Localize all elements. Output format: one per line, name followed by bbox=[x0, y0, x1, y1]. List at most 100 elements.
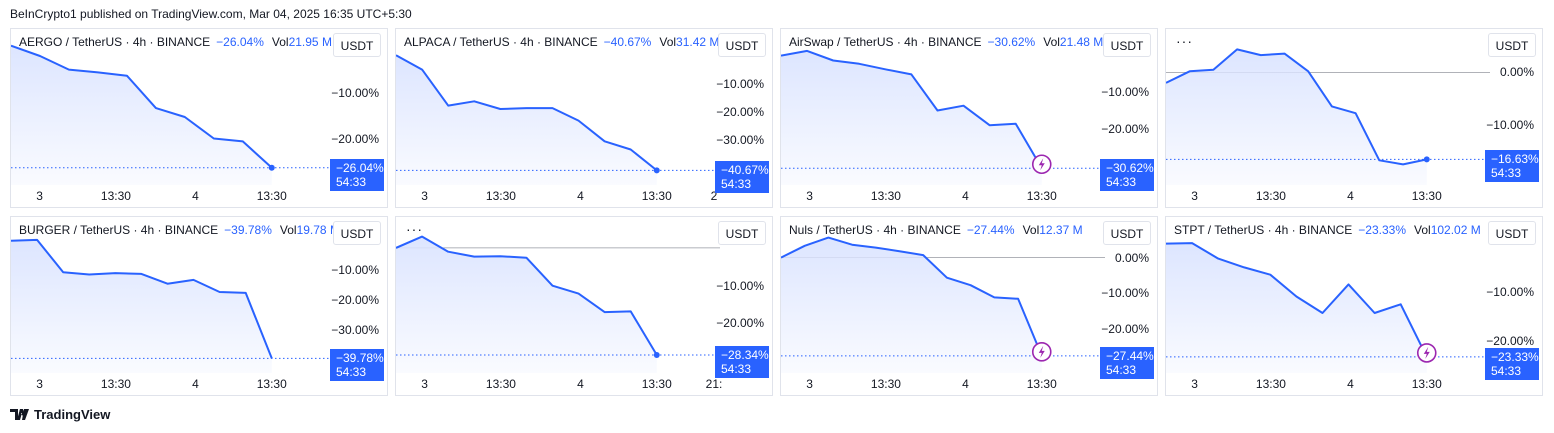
chart-svg bbox=[781, 49, 1105, 186]
last-price-value: −16.63% bbox=[1491, 152, 1539, 167]
y-tick-label: −20.00% bbox=[331, 292, 379, 307]
change-value: −30.62% bbox=[987, 35, 1036, 49]
series-area bbox=[781, 50, 1042, 186]
symbol-title[interactable]: AERGO / TetherUS · 4h · BINANCE bbox=[19, 35, 211, 49]
x-tick-label: 3 bbox=[36, 377, 43, 391]
lightning-icon[interactable] bbox=[1416, 343, 1437, 363]
last-price-value: −30.62% bbox=[1106, 161, 1154, 176]
series-area bbox=[1166, 49, 1427, 186]
y-tick-label: −20.00% bbox=[1486, 333, 1534, 348]
chart-svg bbox=[396, 54, 720, 186]
symbol-title[interactable]: ALPACA / TetherUS · 4h · BINANCE bbox=[404, 35, 598, 49]
change-value: −27.44% bbox=[966, 223, 1015, 237]
chart-svg bbox=[11, 238, 335, 373]
countdown-value: 54:33 bbox=[721, 177, 752, 192]
last-point bbox=[268, 164, 275, 171]
series-line bbox=[396, 54, 658, 172]
chart-svg bbox=[1166, 48, 1490, 186]
chart-legend: Nuls / TetherUS · 4h · BINANCE −27.44% Vol… bbox=[789, 223, 1083, 237]
currency-button[interactable]: USDT bbox=[1488, 33, 1536, 57]
x-tick-label: 4 bbox=[577, 377, 584, 391]
chart-panel[interactable]: ··· USDT −10.00% −20.00% 3 13:30 4 13:30 21: −28.… bbox=[395, 216, 773, 396]
x-tick-label: 3 bbox=[421, 189, 428, 203]
chart-panel[interactable]: ··· USDT 0.00% −10.00% 3 13:30 4 13:30 −16.63% 54… bbox=[1165, 28, 1543, 208]
symbol-title[interactable]: AirSwap / TetherUS · 4h · BINANCE bbox=[789, 35, 982, 49]
series-line bbox=[11, 44, 273, 169]
x-tick-label: 3 bbox=[36, 189, 43, 203]
x-tick-label: 21: bbox=[705, 377, 723, 391]
tradingview-brand[interactable]: TradingView bbox=[10, 407, 110, 422]
series-line bbox=[1166, 48, 1428, 166]
countdown-value: 54:33 bbox=[1106, 362, 1137, 377]
series-area bbox=[11, 45, 272, 186]
volume-label: Vol bbox=[1414, 223, 1431, 237]
countdown-value: 54:33 bbox=[336, 174, 367, 189]
y-tick-label: −10.00% bbox=[1486, 285, 1534, 300]
chart-panel[interactable]: BURGER / TetherUS · 4h · BINANCE −39.78% V… bbox=[10, 216, 388, 396]
currency-button[interactable]: USDT bbox=[718, 221, 766, 245]
x-tick-label: 13:30 bbox=[100, 189, 131, 203]
last-price-value: −28.34% bbox=[721, 347, 769, 362]
volume-value: 12.37 M bbox=[1039, 223, 1083, 237]
x-tick-label: 13:30 bbox=[256, 189, 287, 203]
more-options-icon[interactable]: ··· bbox=[406, 221, 423, 237]
last-price-badge: −26.04% 54:33 bbox=[330, 158, 384, 191]
currency-button[interactable]: USDT bbox=[1103, 221, 1151, 245]
chart-panel[interactable]: AERGO / TetherUS · 4h · BINANCE −26.04% Vo… bbox=[10, 28, 388, 208]
currency-button[interactable]: USDT bbox=[333, 221, 381, 245]
volume-value: 21.48 M bbox=[1059, 35, 1104, 49]
series-line bbox=[781, 236, 1043, 357]
currency-button[interactable]: USDT bbox=[718, 33, 766, 57]
last-price-badge: −28.34% 54:33 bbox=[715, 345, 769, 378]
x-tick-label: 13:30 bbox=[485, 377, 516, 391]
change-value: −40.67% bbox=[603, 35, 652, 49]
tradingview-brand-label: TradingView bbox=[34, 407, 111, 422]
x-tick-label: 4 bbox=[192, 377, 199, 391]
chart-panel[interactable]: STPT / TetherUS · 4h · BINANCE −23.33% Vol… bbox=[1165, 216, 1543, 396]
x-tick-label: 13:30 bbox=[641, 189, 672, 203]
x-tick-label: 4 bbox=[1347, 377, 1354, 391]
tradingview-logo-icon bbox=[10, 408, 30, 421]
last-point bbox=[1423, 156, 1430, 163]
change-value: −39.78% bbox=[224, 223, 272, 237]
x-tick-label: 13:30 bbox=[1255, 189, 1286, 203]
series-area bbox=[781, 237, 1042, 373]
series-area bbox=[1166, 243, 1427, 373]
lightning-icon[interactable] bbox=[1031, 342, 1052, 362]
chart-panel[interactable]: Nuls / TetherUS · 4h · BINANCE −27.44% Vol… bbox=[780, 216, 1158, 396]
chart-panel[interactable]: ALPACA / TetherUS · 4h · BINANCE −40.67% V… bbox=[395, 28, 773, 208]
chart-panel[interactable]: AirSwap / TetherUS · 4h · BINANCE −30.62%… bbox=[780, 28, 1158, 208]
x-tick-label: 13:30 bbox=[1411, 377, 1442, 391]
last-price-badge: −40.67% 54:33 bbox=[715, 161, 769, 194]
currency-button[interactable]: USDT bbox=[1103, 33, 1151, 57]
x-tick-label: 13:30 bbox=[1026, 377, 1057, 391]
last-price-badge: −16.63% 54:33 bbox=[1485, 150, 1539, 183]
x-tick-label: 13:30 bbox=[485, 189, 516, 203]
last-point bbox=[653, 351, 660, 358]
symbol-title[interactable]: STPT / TetherUS · 4h · BINANCE bbox=[1174, 223, 1353, 237]
currency-button[interactable]: USDT bbox=[1488, 221, 1536, 245]
x-tick-label: 13:30 bbox=[870, 377, 901, 391]
x-tick-label: 3 bbox=[806, 189, 813, 203]
countdown-value: 54:33 bbox=[1491, 363, 1522, 378]
y-tick-label: −20.00% bbox=[1101, 322, 1149, 337]
y-tick-label: −10.00% bbox=[1486, 117, 1534, 132]
x-tick-label: 13:30 bbox=[1026, 189, 1057, 203]
x-tick-label: 4 bbox=[962, 377, 969, 391]
currency-button[interactable]: USDT bbox=[333, 33, 381, 57]
lightning-icon[interactable] bbox=[1031, 154, 1052, 175]
symbol-title[interactable]: Nuls / TetherUS · 4h · BINANCE bbox=[789, 223, 961, 237]
last-price-badge: −39.78% 54:33 bbox=[330, 349, 384, 382]
series-area bbox=[396, 236, 657, 373]
volume-label: Vol bbox=[271, 35, 289, 49]
x-tick-label: 4 bbox=[577, 189, 584, 203]
x-tick-label: 13:30 bbox=[100, 377, 131, 391]
x-tick-label: 3 bbox=[1191, 377, 1198, 391]
volume-label: Vol bbox=[279, 223, 297, 237]
more-options-icon[interactable]: ··· bbox=[1176, 33, 1193, 49]
last-price-badge: −30.62% 54:33 bbox=[1100, 159, 1154, 192]
countdown-value: 54:33 bbox=[1106, 175, 1137, 190]
y-tick-label: −10.00% bbox=[1101, 85, 1149, 100]
x-tick-label: 13:30 bbox=[1411, 189, 1442, 203]
symbol-title[interactable]: BURGER / TetherUS · 4h · BINANCE bbox=[19, 223, 219, 237]
